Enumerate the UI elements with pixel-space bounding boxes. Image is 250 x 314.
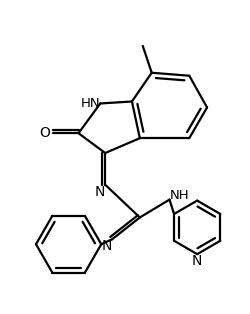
Text: N: N bbox=[192, 254, 202, 268]
Text: N: N bbox=[95, 185, 106, 199]
Text: N: N bbox=[102, 239, 113, 253]
Text: NH: NH bbox=[170, 189, 189, 202]
Text: O: O bbox=[40, 126, 50, 140]
Text: HN: HN bbox=[80, 97, 100, 110]
